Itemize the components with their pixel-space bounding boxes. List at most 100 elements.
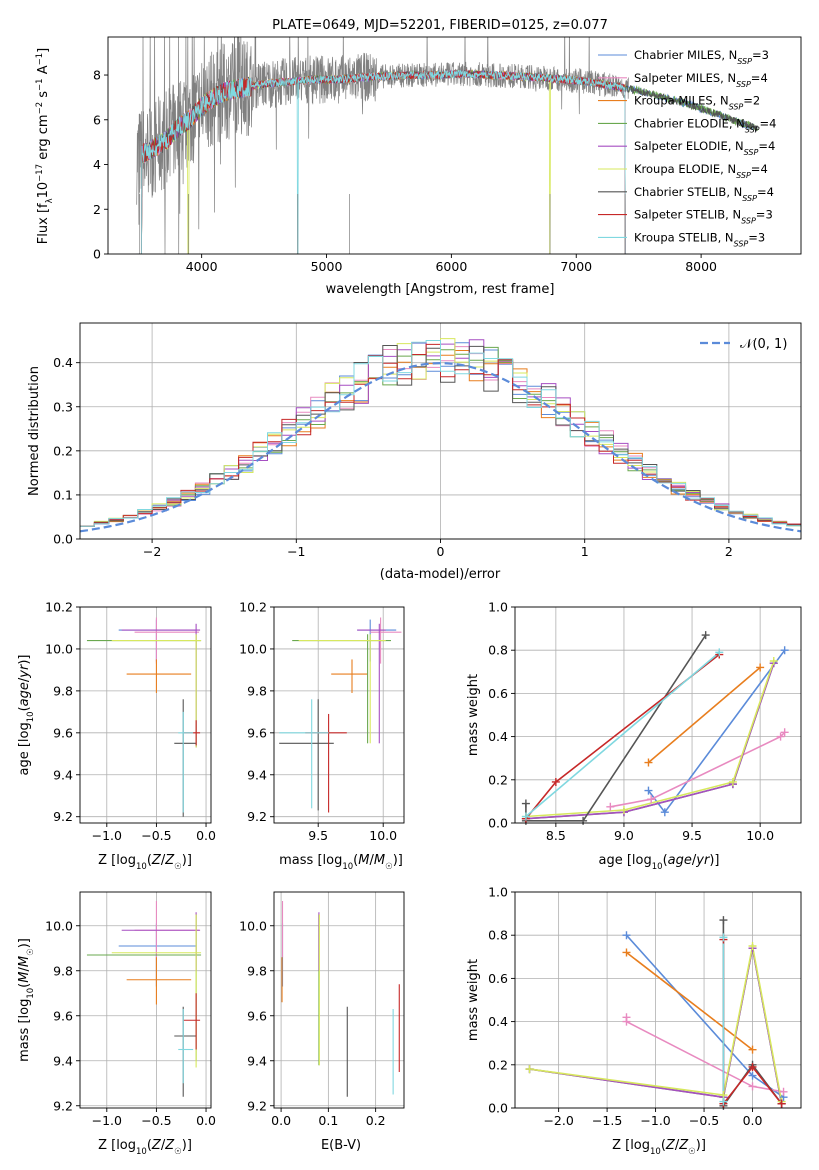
legend-entry-name: Salpeter ELODIE [634, 139, 728, 153]
series-point [748, 1082, 757, 1091]
x-tick-label: 5000 [311, 259, 343, 274]
label-part: 10 [652, 862, 663, 872]
legend-entry-name: Kroupa ELODIE [634, 162, 720, 176]
legend-entry-nssp: 3 [762, 48, 769, 62]
series-point [644, 758, 653, 767]
legend-entry-nssp: 4 [760, 71, 767, 85]
y-axis-label: age [log10(age/yr)] [17, 655, 36, 776]
axes-mass-vs-extinction [274, 892, 404, 1108]
legend-entry: 𝒩(0, 1) [740, 337, 787, 352]
label-part: −1 [35, 53, 45, 66]
label-part: ☉ [174, 1147, 182, 1157]
legend-entry-prefix: , N [720, 71, 736, 85]
label-part: −17 [35, 164, 45, 182]
series-point [777, 1099, 786, 1108]
series-point [647, 795, 656, 804]
y-tick-label: 9.4 [53, 1053, 73, 1068]
series-point [776, 732, 785, 741]
x-tick-label: 0.0 [196, 1113, 216, 1128]
x-tick-label: 9.5 [682, 828, 702, 843]
plot-area-mass-weight-vs-age [525, 634, 786, 822]
observed-spectrum-line [136, 37, 629, 254]
label-part: yr [17, 663, 32, 679]
series-point [521, 799, 530, 808]
label-part: ( [17, 983, 32, 988]
axes-frame [273, 606, 405, 824]
label-part: / [692, 853, 697, 868]
label-part: M [358, 853, 369, 868]
legend-entry-name: Chabrier MILES [634, 48, 721, 62]
label-part: Flux [f [36, 203, 51, 244]
legend-entry-eq: = [743, 94, 753, 108]
x-tick-label: 8.5 [546, 828, 566, 843]
series-line [610, 731, 786, 808]
x-axis-label: E(B-V) [321, 1138, 361, 1153]
legend-entry-subscript: SSP [729, 102, 744, 111]
label-part: Z [log [98, 853, 136, 868]
axes-frame [79, 891, 212, 1109]
label-part: age [log [17, 722, 32, 775]
x-tick-label: 1 [581, 544, 589, 559]
label-part: 10 [36, 182, 51, 199]
label-part: Z [151, 1138, 162, 1153]
series-point [719, 1097, 728, 1106]
axes-age-vs-metallicity [80, 606, 211, 823]
label-part: 10 [342, 862, 353, 872]
y-axis-label: mass [log10(M/M☉)] [17, 938, 36, 1062]
label-part: 10 [650, 1147, 661, 1157]
x-tick-label: 0.1 [318, 1113, 338, 1128]
label-part: M [17, 956, 32, 967]
axes-mass-vs-metallicity [80, 892, 211, 1108]
legend-entry-prefix: , N [713, 94, 729, 108]
y-tick-label: 9.2 [247, 1098, 267, 1113]
label-part: yr [695, 853, 711, 868]
x-axis-label: Z [log10(Z/Z☉)] [612, 1138, 706, 1157]
legend-entry: Salpeter MILES, NSSP=4 [634, 71, 768, 89]
y-tick-label: 0.4 [53, 355, 73, 370]
y-tick-label: 9.2 [53, 809, 73, 824]
x-tick-label: 9.0 [614, 828, 634, 843]
legend-entry-nssp: 4 [767, 185, 774, 199]
label-part: ( [661, 1138, 666, 1153]
label-part: / [369, 853, 374, 868]
x-tick-label: 0.0 [271, 1113, 291, 1128]
legend-entry-prefix: , N [725, 208, 741, 222]
y-tick-label: 4 [93, 157, 101, 172]
x-tick-label: 0.0 [743, 1113, 763, 1128]
label-part: age [17, 682, 32, 706]
plot-area-age-vs-mass [279, 617, 402, 813]
y-tick-label: 10.2 [45, 600, 73, 615]
label-part: age [668, 853, 692, 868]
series-point [521, 812, 530, 821]
legend-entry-prefix: , N [726, 185, 742, 199]
legend-entry: Chabrier MILES, NSSP=3 [634, 48, 769, 66]
plot-area-mass-vs-extinction [281, 901, 400, 1097]
label-part: mass [log [17, 999, 32, 1062]
series-point [780, 646, 789, 655]
x-tick-label: 0 [437, 544, 445, 559]
x-tick-label: 0.2 [366, 1113, 386, 1128]
legend-entry-subscript: SSP [741, 216, 756, 225]
y-axis-label: Normed distribution [27, 366, 42, 496]
legend-entry-eq: = [756, 208, 766, 222]
legend-entry-eq: = [752, 48, 762, 62]
label-part: / [161, 853, 166, 868]
y-tick-label: 2 [93, 202, 101, 217]
legend-entry: Chabrier ELODIE, NSSP=4 [634, 116, 776, 133]
legend-entry-subscript: SSP [734, 239, 749, 248]
y-tick-label: 10.0 [239, 918, 267, 933]
y-tick-label: 9.2 [53, 1098, 73, 1113]
label-part: 10 [26, 711, 36, 722]
series-point [622, 931, 631, 940]
label-part: ( [147, 853, 152, 868]
y-tick-label: 9.6 [247, 1008, 267, 1023]
y-tick-label: 0.2 [488, 1057, 508, 1072]
x-tick-label: 4000 [186, 259, 218, 274]
x-tick-label: 9.5 [308, 828, 328, 843]
plot-area-age-vs-metallicity [86, 617, 202, 817]
legend-entry-eq: = [757, 185, 767, 199]
x-tick-label: 7000 [560, 259, 592, 274]
y-tick-label: 0.0 [53, 532, 73, 547]
x-tick-label: −2.0 [543, 1113, 573, 1128]
